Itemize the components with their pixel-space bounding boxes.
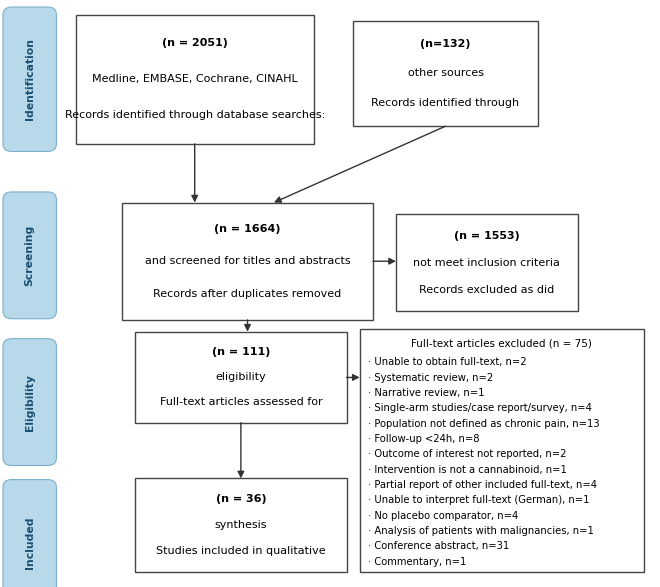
Text: Medline, EMBASE, Cochrane, CINAHL: Medline, EMBASE, Cochrane, CINAHL <box>92 74 298 85</box>
Text: · Analysis of patients with malignancies, n=1: · Analysis of patients with malignancies… <box>368 526 593 536</box>
Text: (n = 1553): (n = 1553) <box>454 231 519 241</box>
Text: · Partial report of other included full-text, n=4: · Partial report of other included full-… <box>368 480 597 490</box>
Text: · Follow-up <24h, n=8: · Follow-up <24h, n=8 <box>368 434 479 444</box>
Text: (n = 1664): (n = 1664) <box>214 224 280 234</box>
Text: (n=132): (n=132) <box>420 39 471 49</box>
Bar <box>122 203 373 320</box>
Bar <box>76 15 314 144</box>
Text: · Systematic review, n=2: · Systematic review, n=2 <box>368 373 493 383</box>
Text: (n = 36): (n = 36) <box>216 494 266 504</box>
Text: · Outcome of interest not reported, n=2: · Outcome of interest not reported, n=2 <box>368 449 566 460</box>
FancyBboxPatch shape <box>3 192 57 319</box>
Bar <box>353 21 538 126</box>
Text: Records after duplicates removed: Records after duplicates removed <box>153 289 342 299</box>
Text: · Single-arm studies/case report/survey, n=4: · Single-arm studies/case report/survey,… <box>368 403 591 413</box>
Text: other sources: other sources <box>407 68 484 79</box>
Bar <box>135 332 346 423</box>
Text: eligibility: eligibility <box>216 372 266 382</box>
Text: (n = 2051): (n = 2051) <box>162 38 228 48</box>
Text: Full-text articles excluded (n = 75): Full-text articles excluded (n = 75) <box>411 338 592 349</box>
Text: · Unable to interpret full-text (German), n=1: · Unable to interpret full-text (German)… <box>368 495 589 505</box>
Text: · Population not defined as chronic pain, n=13: · Population not defined as chronic pain… <box>368 419 599 429</box>
Text: not meet inclusion criteria: not meet inclusion criteria <box>413 258 560 268</box>
Text: and screened for titles and abstracts: and screened for titles and abstracts <box>145 256 350 266</box>
Text: · Unable to obtain full-text, n=2: · Unable to obtain full-text, n=2 <box>368 357 526 367</box>
Text: · Commentary, n=1: · Commentary, n=1 <box>368 557 466 567</box>
Bar <box>396 214 578 311</box>
Bar <box>360 329 644 572</box>
Text: Records identified through: Records identified through <box>372 97 519 108</box>
FancyBboxPatch shape <box>3 7 57 151</box>
FancyBboxPatch shape <box>3 480 57 587</box>
FancyBboxPatch shape <box>3 339 57 465</box>
Text: Records excluded as did: Records excluded as did <box>419 285 554 295</box>
Text: synthesis: synthesis <box>214 520 267 531</box>
Text: Included: Included <box>24 517 35 569</box>
Text: · Narrative review, n=1: · Narrative review, n=1 <box>368 388 484 398</box>
Text: Records identified through database searches:: Records identified through database sear… <box>65 110 325 120</box>
Text: · Intervention is not a cannabinoid, n=1: · Intervention is not a cannabinoid, n=1 <box>368 465 566 475</box>
Bar <box>135 478 346 572</box>
Text: Screening: Screening <box>24 225 35 286</box>
Text: Full-text articles assessed for: Full-text articles assessed for <box>160 397 322 407</box>
Text: Studies included in qualitative: Studies included in qualitative <box>156 546 326 556</box>
Text: · Conference abstract, n=31: · Conference abstract, n=31 <box>368 541 509 552</box>
Text: Identification: Identification <box>24 38 35 120</box>
Text: · No placebo comparator, n=4: · No placebo comparator, n=4 <box>368 511 518 521</box>
Text: Eligibility: Eligibility <box>24 374 35 430</box>
Text: (n = 111): (n = 111) <box>212 347 270 357</box>
